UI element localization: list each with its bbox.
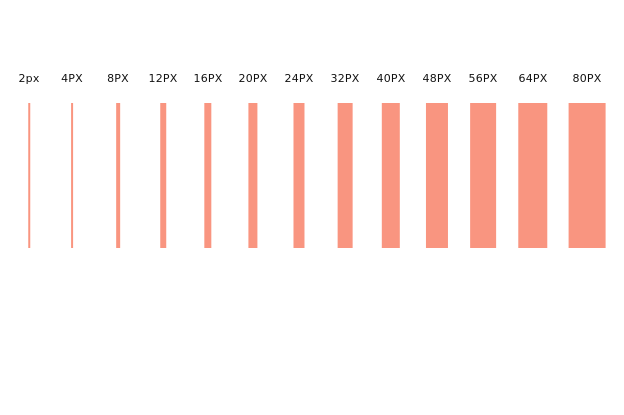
size-label: 40PX: [376, 72, 406, 85]
size-bar: [568, 103, 606, 248]
size-bar: [293, 103, 305, 248]
size-bar: [248, 103, 258, 248]
size-label: 24PX: [284, 72, 314, 85]
size-label: 48PX: [422, 72, 452, 85]
size-label: 32PX: [330, 72, 360, 85]
size-bar: [160, 103, 166, 248]
size-bar: [381, 103, 401, 248]
size-bar: [518, 103, 548, 248]
size-label: 16PX: [193, 72, 223, 85]
size-bar: [28, 103, 30, 248]
size-label: 12PX: [148, 72, 178, 85]
size-bar: [71, 103, 73, 248]
size-bar: [470, 103, 496, 248]
size-label: 20PX: [238, 72, 268, 85]
size-bar: [116, 103, 120, 248]
size-bar: [425, 103, 449, 248]
size-label: 4PX: [61, 72, 83, 85]
size-label: 8PX: [107, 72, 129, 85]
size-label: 64PX: [518, 72, 548, 85]
size-bar: [337, 103, 353, 248]
size-label: 56PX: [468, 72, 498, 85]
size-bar: [204, 103, 212, 248]
size-label: 2px: [18, 72, 40, 85]
size-label: 80PX: [572, 72, 602, 85]
